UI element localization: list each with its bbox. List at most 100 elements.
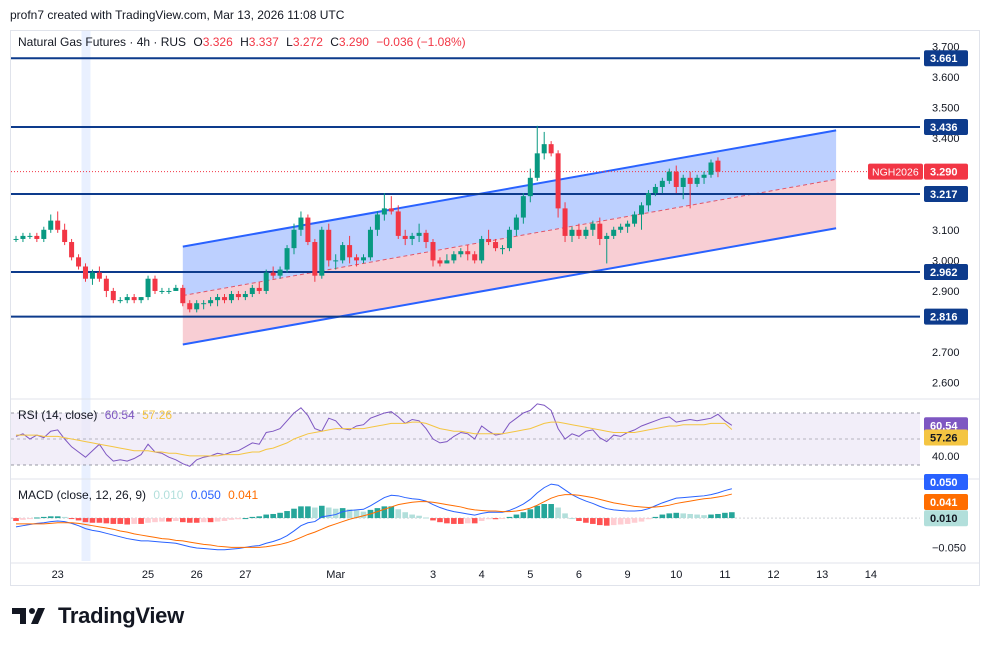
macd-hist-bar — [458, 518, 464, 524]
candle — [548, 141, 554, 157]
candle — [576, 223, 582, 239]
candle-body — [708, 162, 714, 175]
macd-hist-bar — [242, 518, 249, 520]
candle — [48, 214, 54, 233]
macd-value-badge-text: 0.050 — [930, 477, 958, 489]
candle — [256, 281, 262, 295]
candle — [652, 183, 658, 197]
candle — [270, 266, 276, 279]
candle-body — [138, 297, 144, 301]
macd-hist-bar — [346, 509, 353, 519]
candle — [611, 226, 617, 239]
macd-hist-bar — [173, 518, 179, 521]
level-price-badge-bg — [924, 263, 968, 280]
macd-value-badge: 0.050 — [924, 474, 968, 490]
macd-hist-bar — [444, 518, 450, 524]
macd-hist-bar — [464, 518, 471, 524]
candle-body — [354, 257, 360, 261]
macd-signal-badge-text: 0.041 — [930, 497, 958, 509]
macd-hist-bar — [610, 518, 617, 526]
macd-hist-bar — [96, 518, 103, 523]
macd-hist-bar — [291, 508, 297, 519]
rsi-ma-badge: 57.26 — [924, 429, 968, 446]
macd-hist-bar — [374, 508, 381, 519]
macd-hist-bar — [284, 511, 290, 519]
macd-hist-bar — [409, 514, 415, 519]
candle-body — [319, 229, 325, 276]
candle — [312, 238, 318, 282]
macd-hist-bar — [200, 518, 207, 523]
candle — [194, 300, 200, 313]
candle — [145, 275, 151, 301]
level-price-badge: 2.816 — [924, 308, 968, 325]
macd-hist-bar — [520, 512, 527, 519]
candle — [62, 223, 68, 246]
macd-hist-bar — [277, 512, 283, 519]
rsi-ma-badge-text: 57.26 — [930, 433, 958, 445]
svg-text:RSI (14, close) 60.54: RSI (14, close) 60.54 57.26 — [18, 408, 172, 422]
candle-body — [27, 235, 33, 237]
level-price-badge-bg — [924, 186, 968, 203]
candle — [215, 294, 221, 307]
chart-svg[interactable]: 3.7003.6003.5003.4003.1003.0002.9002.700… — [0, 0, 989, 600]
candle-body — [527, 177, 533, 197]
macd-tick-label: −0.050 — [932, 542, 966, 554]
candle-body — [562, 208, 568, 236]
legend-l-value: 3.272 — [293, 35, 323, 49]
candle — [374, 211, 380, 236]
macd-hist-bar — [381, 506, 388, 519]
candle-body — [666, 171, 672, 181]
macd-hist-bar — [221, 518, 228, 521]
candle-body — [194, 303, 200, 310]
candle-body — [395, 211, 401, 236]
candle-body — [541, 144, 547, 154]
channel-lower-line — [182, 227, 837, 346]
candle — [444, 254, 450, 264]
macd-hist-bar — [423, 517, 429, 519]
macd-hist-bar — [666, 513, 673, 519]
candle — [465, 245, 471, 261]
candle-body — [340, 245, 346, 261]
candle-body — [284, 248, 290, 270]
time-tick-label: 25 — [142, 569, 154, 581]
macd-hist-bar — [527, 509, 534, 519]
candle — [666, 168, 672, 184]
candle — [159, 287, 165, 295]
macd-hist-bar — [325, 507, 332, 519]
candle — [41, 226, 47, 243]
candle-body — [270, 272, 276, 276]
candle — [659, 177, 665, 194]
macd-hist-bar — [388, 506, 395, 519]
candle — [173, 284, 179, 291]
macd-hist-bar — [214, 518, 221, 522]
macd-hist-bar — [652, 516, 659, 519]
candle-body — [263, 272, 269, 291]
current-price-symbol-badge: NGH2026 — [868, 163, 923, 180]
candle-body — [444, 260, 450, 264]
candle-body — [555, 153, 561, 209]
candle — [534, 125, 540, 181]
macd-hist-bar — [312, 507, 318, 519]
macd-hist-bar — [451, 518, 457, 524]
candle-body — [347, 245, 353, 258]
candle-body — [249, 287, 255, 295]
rsi-tick-label: 40.00 — [932, 451, 960, 463]
macd-hist-bar — [110, 518, 117, 524]
candle — [103, 275, 109, 298]
candle — [291, 223, 297, 255]
tradingview-logo[interactable]: TradingView — [12, 603, 184, 629]
macd-hist-bar — [722, 512, 728, 519]
candle — [395, 205, 401, 239]
candle — [117, 297, 123, 304]
candle — [590, 220, 596, 236]
candle — [110, 287, 116, 304]
macd-hist-bar — [541, 504, 547, 519]
macd-hist-bar — [701, 515, 707, 519]
price-tick-label: 3.500 — [932, 102, 960, 114]
candle — [632, 211, 638, 227]
macd-hist-bar — [332, 508, 339, 519]
rsi-value-badge: 60.54 — [924, 417, 968, 434]
candle — [569, 226, 575, 243]
macd-hist-bar — [270, 513, 276, 519]
macd-hist-bar — [694, 514, 700, 519]
